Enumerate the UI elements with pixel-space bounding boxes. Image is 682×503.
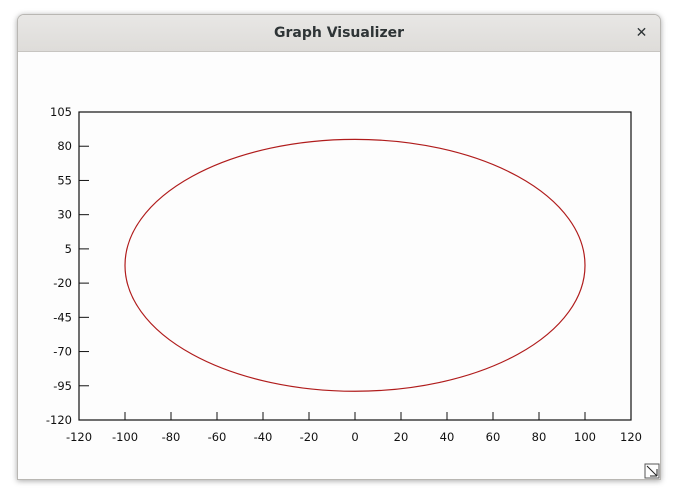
window-title: Graph Visualizer xyxy=(274,25,404,41)
y-tick-label: 30 xyxy=(57,208,72,222)
resize-grip-icon[interactable] xyxy=(644,463,660,479)
ellipse-curve xyxy=(124,138,586,392)
x-tick-label: 120 xyxy=(620,430,642,444)
x-tick-label: -40 xyxy=(254,430,273,444)
y-tick-label: -95 xyxy=(53,379,72,393)
y-tick-label: 80 xyxy=(57,139,72,153)
y-tick-label: -20 xyxy=(53,276,72,290)
plot-area: -120 -100 -80 -60 -40 -20 0 20 40 60 80 100 120 105 8… xyxy=(18,52,660,479)
x-tick-label: 0 xyxy=(351,430,358,444)
plot-frame xyxy=(78,111,632,421)
y-tick-label: 105 xyxy=(50,105,72,119)
y-tick-label: -70 xyxy=(53,345,72,359)
y-tick-label: -120 xyxy=(46,413,72,427)
x-tick-label: 20 xyxy=(394,430,409,444)
y-tick-label: -45 xyxy=(53,310,72,324)
y-tick-label: 5 xyxy=(65,242,72,256)
x-tick-label: -20 xyxy=(300,430,319,444)
x-tick-label: -100 xyxy=(112,430,138,444)
x-tick-label: 80 xyxy=(532,430,547,444)
x-tick-label: -60 xyxy=(208,430,227,444)
title-bar[interactable]: Graph Visualizer ✕ xyxy=(18,15,660,52)
ellipse-chart: -120 -100 -80 -60 -40 -20 0 20 40 60 80 100 120 105 8… xyxy=(46,105,642,444)
x-tick-label: 100 xyxy=(574,430,596,444)
x-tick-label: 40 xyxy=(440,430,455,444)
x-tick-label: -120 xyxy=(66,430,92,444)
graph-visualizer-window: Graph Visualizer ✕ -120 -100 -80 -60 -40 -20 0… xyxy=(17,14,661,480)
close-icon[interactable]: ✕ xyxy=(635,25,648,41)
x-tick-label: -80 xyxy=(162,430,181,444)
x-tick-label: 60 xyxy=(486,430,501,444)
y-tick-label: 55 xyxy=(57,173,72,187)
